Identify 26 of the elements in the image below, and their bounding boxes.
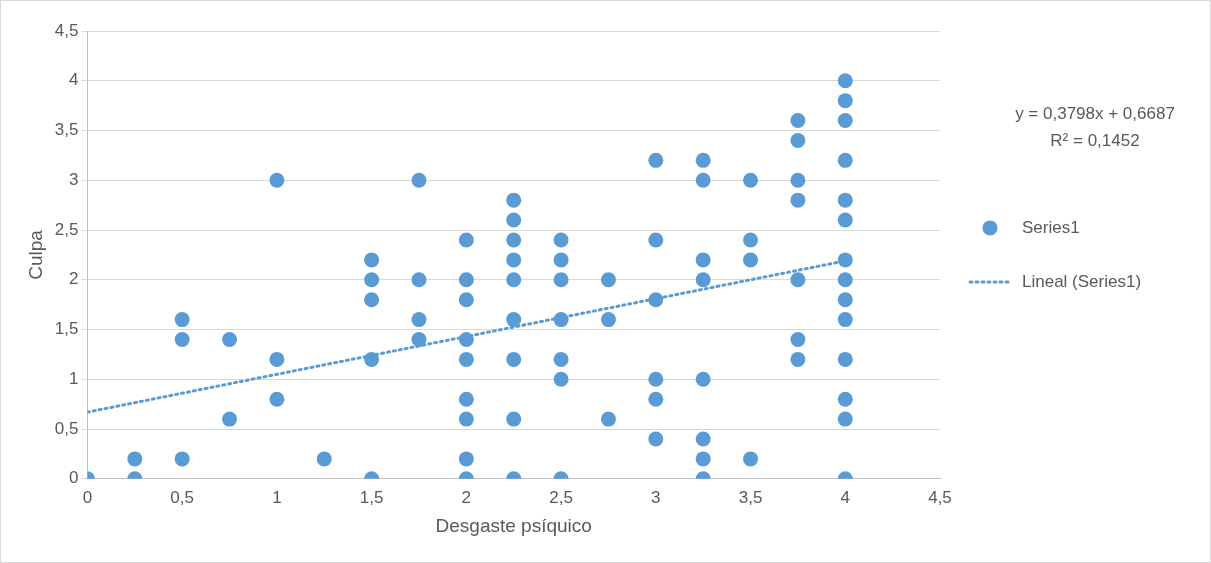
text: R² = 0,1452 bbox=[1050, 130, 1140, 150]
x-tick-label: 3 bbox=[651, 487, 661, 507]
x-tick-label: 1 bbox=[272, 487, 282, 507]
x-axis-title: Desgaste psíquico bbox=[435, 514, 592, 536]
y-tick-label: 2,5 bbox=[54, 219, 79, 239]
y-tick-label: 1 bbox=[68, 368, 79, 388]
x-tick-label: 4 bbox=[840, 487, 850, 507]
x-tick-label: 2 bbox=[461, 487, 472, 507]
x-tick-label: 2,5 bbox=[549, 487, 573, 507]
y-tick-label: 4 bbox=[68, 70, 79, 90]
y-tick-label: 1,5 bbox=[54, 319, 79, 339]
y-tick-label: 4,5 bbox=[54, 20, 79, 40]
y-tick-label: 2 bbox=[68, 269, 79, 289]
x-tick-label: 0,5 bbox=[170, 487, 194, 507]
x-tick-label: 1,5 bbox=[359, 487, 384, 507]
legend-label: Lineal (Series1) bbox=[1022, 271, 1142, 291]
y-tick-label: 3 bbox=[68, 169, 79, 189]
y-tick-label: 0 bbox=[68, 468, 79, 488]
y-axis-title: Culpa bbox=[24, 229, 46, 280]
y-tick-label: 0,5 bbox=[54, 418, 79, 438]
x-tick-label: 0 bbox=[82, 487, 93, 507]
y-tick-label: 3,5 bbox=[54, 120, 79, 140]
x-tick-label: 4,5 bbox=[928, 487, 952, 507]
legend-label: Series1 bbox=[1022, 217, 1080, 237]
text: y = 0,3798x + 0,6687 bbox=[1015, 103, 1175, 123]
x-tick-label: 3,5 bbox=[738, 487, 763, 507]
